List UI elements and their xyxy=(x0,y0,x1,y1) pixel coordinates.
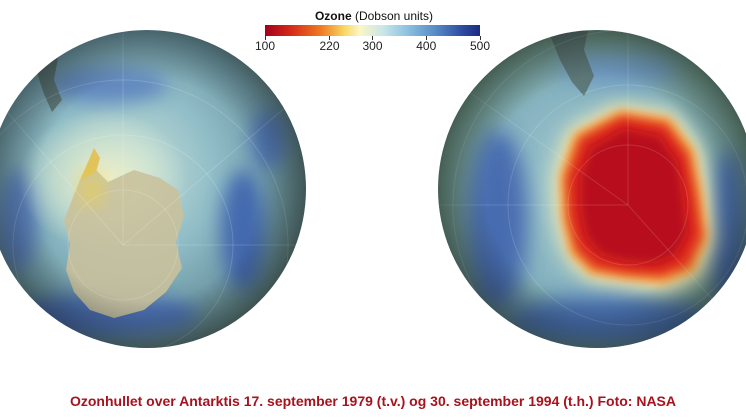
legend-tick xyxy=(479,36,481,40)
ozone-legend: Ozone (Dobson units) 100 220 300 400 500 xyxy=(254,8,491,54)
legend-tick-label: 300 xyxy=(362,39,383,53)
legend-tick xyxy=(372,36,373,40)
photo-caption: Ozonhullet over Antarktis 17. september … xyxy=(69,393,677,409)
ozone-map-1979 xyxy=(0,30,306,348)
legend-tick xyxy=(264,36,266,40)
legend-title-unit: (Dobson units) xyxy=(351,9,434,23)
legend-tick-label: 500 xyxy=(469,39,491,53)
ozone-map-1994 xyxy=(438,30,746,348)
legend-color-scale xyxy=(265,25,480,36)
legend-tick-label: 400 xyxy=(416,39,437,53)
legend-tick xyxy=(425,36,427,40)
legend-tick-label: 100 xyxy=(254,39,276,53)
ozone-map-1979-graphic xyxy=(0,30,306,348)
legend-tick-label: 220 xyxy=(319,39,340,53)
legend-tick xyxy=(329,36,330,40)
ozone-map-1994-graphic xyxy=(438,30,746,348)
legend-title: Ozone (Dobson units) xyxy=(258,9,490,23)
legend-title-bold: Ozone xyxy=(314,9,352,23)
